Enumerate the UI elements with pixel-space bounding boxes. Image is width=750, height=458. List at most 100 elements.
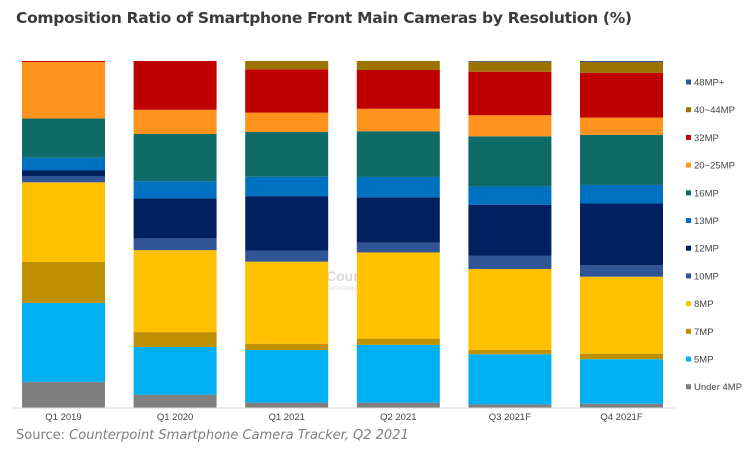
bar-segment-12mp-q4-2021f (580, 203, 663, 266)
bar-segment-5mp-q1-2019 (22, 302, 105, 382)
legend-swatch (686, 356, 691, 362)
bar-segment-16mp-q2-2021 (356, 131, 440, 177)
legend-label: 5MP (694, 355, 714, 366)
bar-segment-under-4mp-q1-2020 (133, 394, 217, 408)
bar-segment-10mp-q2-2021 (356, 242, 440, 253)
bar-segment-under-4mp-q1-2021 (245, 402, 329, 408)
legend-swatch (686, 301, 691, 307)
bar-segment-32mp-q4-2021f (580, 72, 663, 118)
bar-segment-10mp-q3-2021f (468, 255, 552, 269)
bar-segment-13mp-q2-2021 (356, 176, 440, 198)
legend-label: Under 4MP (694, 382, 742, 393)
bar-segment-13mp-q1-2019 (22, 157, 105, 171)
bar-segment-16mp-q1-2020 (133, 133, 217, 182)
legend-swatch (686, 218, 691, 223)
x-tick-label: Q4 2021F (600, 412, 642, 423)
bar-segment-5mp-q1-2021 (245, 349, 329, 403)
bar-segment-12mp-q1-2021 (245, 196, 329, 251)
bar-segment-40-44mp-q4-2021f (580, 62, 663, 73)
bar-segment-7mp-q3-2021f (468, 349, 552, 355)
legend-label: 10MP (694, 271, 719, 282)
bar-segment-7mp-q1-2020 (133, 332, 217, 347)
legend-swatch (686, 384, 691, 390)
bar-segment-under-4mp-q3-2021f (468, 404, 552, 408)
bar-segment-10mp-q1-2019 (22, 176, 105, 183)
source-prefix: Source: (16, 428, 70, 443)
bar-segment-32mp-q1-2020 (133, 61, 217, 110)
legend-swatch (686, 134, 691, 140)
bar-segment-under-4mp-q1-2019 (22, 381, 105, 408)
x-tick-label: Q1 2020 (157, 412, 193, 423)
bar-segment-under-4mp-q4-2021f (580, 403, 663, 408)
bar-segment-10mp-q1-2021 (245, 250, 329, 262)
x-tick-label: Q1 2021 (268, 412, 304, 423)
bar-segment-5mp-q4-2021f (580, 359, 663, 404)
bar-segment-20-25mp-q1-2020 (133, 109, 217, 134)
bar-segment-48mp--q4-2021f (580, 61, 663, 63)
legend-swatch (686, 107, 691, 113)
bar-segment-8mp-q1-2021 (245, 261, 329, 344)
bar-segment-12mp-q2-2021 (356, 197, 440, 243)
legend-swatch (686, 162, 691, 168)
bar-segment-20-25mp-q2-2021 (356, 108, 440, 132)
bar-segment-12mp-q3-2021f (468, 204, 552, 256)
bar-segment-16mp-q1-2021 (245, 132, 329, 177)
bar-segment-7mp-q1-2021 (245, 343, 329, 350)
legend-label: 48MP+ (694, 78, 725, 89)
bar-segment-20-25mp-q1-2021 (245, 112, 329, 133)
x-tick-label: Q3 2021F (489, 412, 531, 423)
bar-segment-5mp-q1-2020 (133, 346, 217, 395)
bar-segment-13mp-q1-2020 (133, 181, 217, 199)
bar-segment-8mp-q3-2021f (468, 268, 552, 350)
legend-swatch (686, 273, 691, 279)
bar-segment-16mp-q3-2021f (468, 136, 552, 187)
bar-segment-10mp-q4-2021f (580, 265, 663, 277)
legend-swatch (686, 245, 691, 251)
bar-segment-13mp-q1-2021 (245, 176, 329, 197)
bar-segment-12mp-q1-2019 (22, 170, 105, 177)
bar-segment-40-44mp-q2-2021 (356, 61, 440, 70)
legend-label: 13MP (694, 216, 719, 227)
source-text: Counterpoint Smartphone Camera Tracker, … (69, 428, 409, 443)
bar-segment-8mp-q1-2019 (22, 182, 105, 262)
bar-segment-16mp-q4-2021f (580, 134, 663, 185)
bar-segment-32mp-q1-2019 (22, 61, 105, 63)
bar-segment-7mp-q4-2021f (580, 353, 663, 360)
bar-segment-10mp-q1-2020 (133, 238, 217, 251)
bar-segment-48mp--q3-2021f (468, 61, 552, 62)
bar-segment-13mp-q3-2021f (468, 186, 552, 205)
bar-segment-40-44mp-q3-2021f (468, 61, 552, 72)
bar-segment-8mp-q1-2020 (133, 250, 217, 333)
legend-swatch (686, 328, 691, 334)
legend-swatch (686, 190, 691, 196)
bar-segment-32mp-q2-2021 (356, 70, 440, 109)
bar-segment-8mp-q2-2021 (356, 252, 440, 339)
chart-title: Composition Ratio of Smartphone Front Ma… (16, 9, 632, 27)
legend-label: 8MP (694, 299, 714, 310)
bar-segment-40-44mp-q1-2021 (245, 61, 329, 70)
bar-segment-13mp-q4-2021f (580, 184, 663, 204)
bar-segment-20-25mp-q3-2021f (468, 115, 552, 137)
bar-segment-20-25mp-q4-2021f (580, 117, 663, 135)
x-tick-label: Q2 2021 (380, 412, 416, 423)
bar-segment-8mp-q4-2021f (580, 276, 663, 354)
legend-label: 40~44MP (694, 105, 735, 116)
bar-segment-7mp-q2-2021 (356, 338, 440, 345)
bar-segment-5mp-q3-2021f (468, 354, 552, 405)
legend-label: 12MP (694, 244, 719, 255)
legend-swatch (686, 79, 691, 85)
bar-segment-5mp-q2-2021 (356, 344, 440, 403)
bar-segment-32mp-q1-2021 (245, 69, 329, 113)
chart-source: Source: Counterpoint Smartphone Camera T… (16, 428, 409, 443)
legend-label: 20~25MP (694, 161, 735, 172)
legend-label: 16MP (694, 188, 719, 199)
legend-label: 32MP (694, 133, 719, 144)
legend-label: 7MP (694, 327, 714, 338)
bar-segment-under-4mp-q2-2021 (356, 402, 440, 408)
bar-segment-20-25mp-q1-2019 (22, 62, 105, 119)
bar-segment-12mp-q1-2020 (133, 198, 217, 239)
bar-segment-32mp-q3-2021f (468, 71, 552, 116)
x-tick-label: Q1 2019 (45, 412, 81, 423)
bar-segment-7mp-q1-2019 (22, 261, 105, 303)
